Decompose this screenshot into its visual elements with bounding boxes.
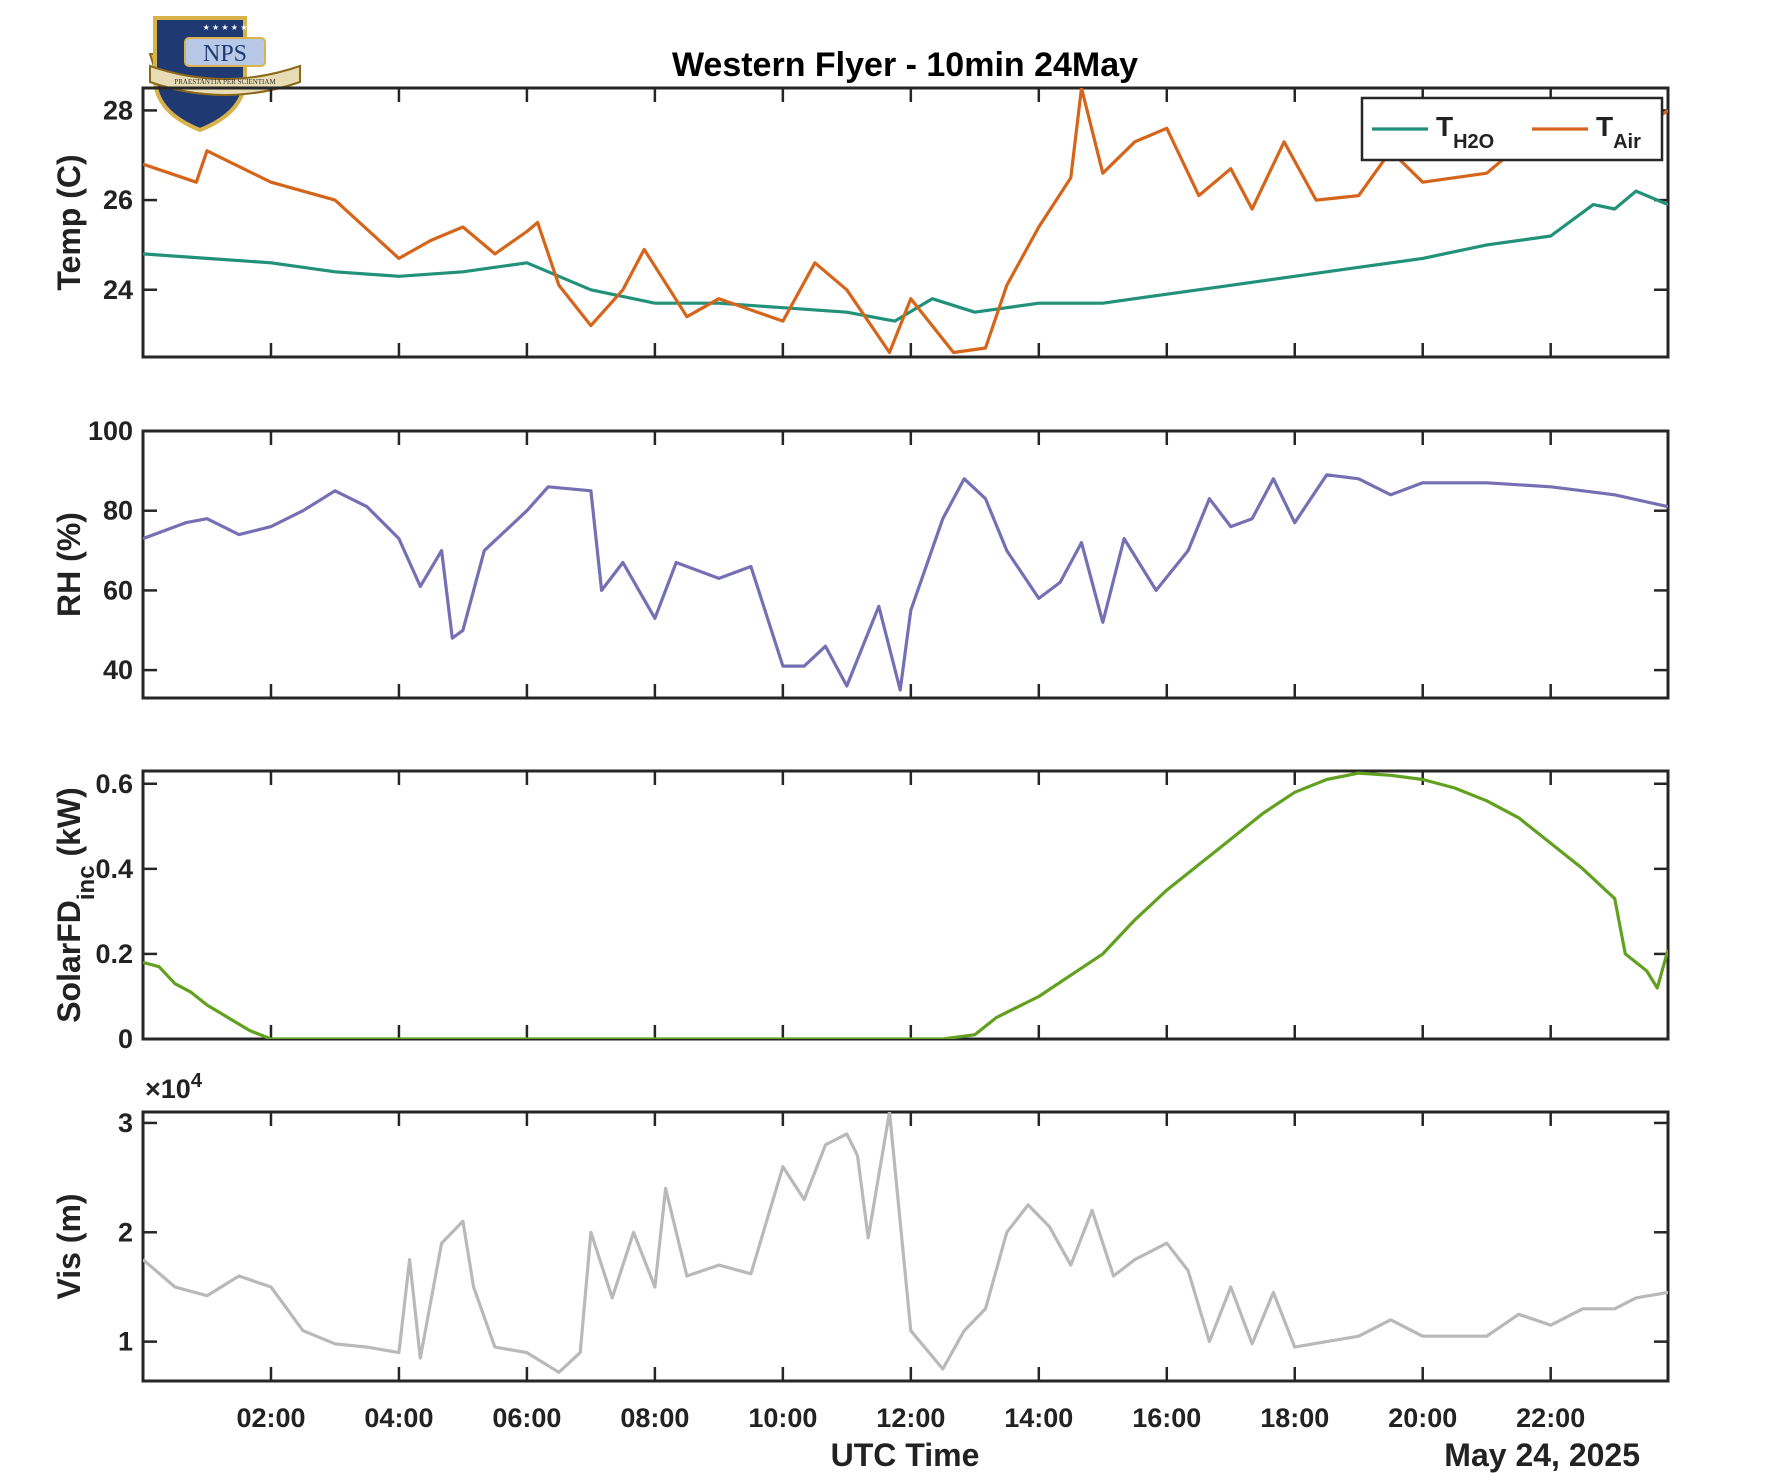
series-line-water	[143, 189, 1668, 323]
y-axis-label: Temp (C)	[51, 154, 87, 290]
x-tick-label: 04:00	[364, 1403, 433, 1433]
panel-temperature: 24 26 28 Temp (C) TH2O TAir	[51, 86, 1670, 359]
y-tick-label: 26	[103, 185, 133, 215]
x-tick-label: 16:00	[1132, 1403, 1201, 1433]
chart-title: Western Flyer - 10min 24May	[672, 46, 1138, 84]
y-axis-label-unit: (kW)	[51, 787, 87, 865]
y-tick-label: 24	[103, 275, 133, 305]
series-line-rh	[143, 473, 1668, 692]
panel-visibility: 1 2 3 Vis (m) ×104 02:00 04:00 06:00 08:00 10:00 1…	[51, 1070, 1670, 1433]
legend-sub-water: H2O	[1453, 131, 1494, 153]
logo-motto: PRAESTANTIA PER SCIENTIAM	[174, 78, 276, 86]
x-tick-label: 12:00	[876, 1403, 945, 1433]
panel-humidity: 40 60 80 100 RH (%)	[51, 416, 1670, 700]
x-tick-label: 02:00	[236, 1403, 305, 1433]
x-tick-label: 08:00	[620, 1403, 689, 1433]
y-tick-label: 100	[88, 416, 133, 446]
y-tick-label: 2	[118, 1217, 133, 1247]
y-tick-label: 0.6	[95, 769, 133, 799]
y-axis-label-sub: inc	[73, 865, 100, 900]
series-line-solar	[143, 771, 1668, 1039]
y-axis-label: SolarFDinc (kW)	[51, 787, 100, 1023]
legend: TH2O TAir	[1360, 96, 1664, 162]
x-tick-label: 10:00	[748, 1403, 817, 1433]
nps-logo: NPS PRAESTANTIA PER SCIENTIAM ★ ★ ★ ★ ★	[148, 16, 301, 133]
x-tick-label: 14:00	[1004, 1403, 1073, 1433]
y-tick-label: 28	[103, 95, 133, 125]
y-tick-label: 80	[103, 496, 133, 526]
axes-frame-visibility	[141, 1110, 1670, 1383]
y-exponent-label: ×104	[145, 1070, 203, 1104]
x-tick-label: 20:00	[1388, 1403, 1457, 1433]
y-tick-label: 60	[103, 575, 133, 605]
series-line-air	[143, 88, 1668, 355]
axes-frame-solar	[141, 769, 1670, 1041]
y-tick-label: 0	[118, 1024, 133, 1054]
date-label: May 24, 2025	[1444, 1437, 1640, 1473]
x-tick-label: 22:00	[1516, 1403, 1585, 1433]
axes-frame-temperature	[141, 86, 1670, 359]
y-tick-label: 0.4	[95, 854, 133, 884]
legend-sub-air: Air	[1613, 131, 1641, 153]
x-axis-label: UTC Time	[831, 1437, 980, 1473]
y-exponent-power: 4	[191, 1070, 203, 1092]
y-axis-label: RH (%)	[51, 512, 87, 617]
y-tick-label: 3	[118, 1108, 133, 1138]
y-axis-label: Vis (m)	[51, 1193, 87, 1299]
y-tick-label: 40	[103, 655, 133, 685]
logo-stars: ★ ★ ★ ★ ★	[203, 23, 248, 32]
y-tick-label: 0.2	[95, 939, 133, 969]
axes-frame-humidity	[141, 429, 1670, 700]
y-tick-label: 1	[118, 1327, 133, 1357]
logo-text: NPS	[203, 41, 247, 67]
x-tick-label: 18:00	[1260, 1403, 1329, 1433]
x-tick-label: 06:00	[492, 1403, 561, 1433]
series-line-vis	[143, 1112, 1668, 1374]
